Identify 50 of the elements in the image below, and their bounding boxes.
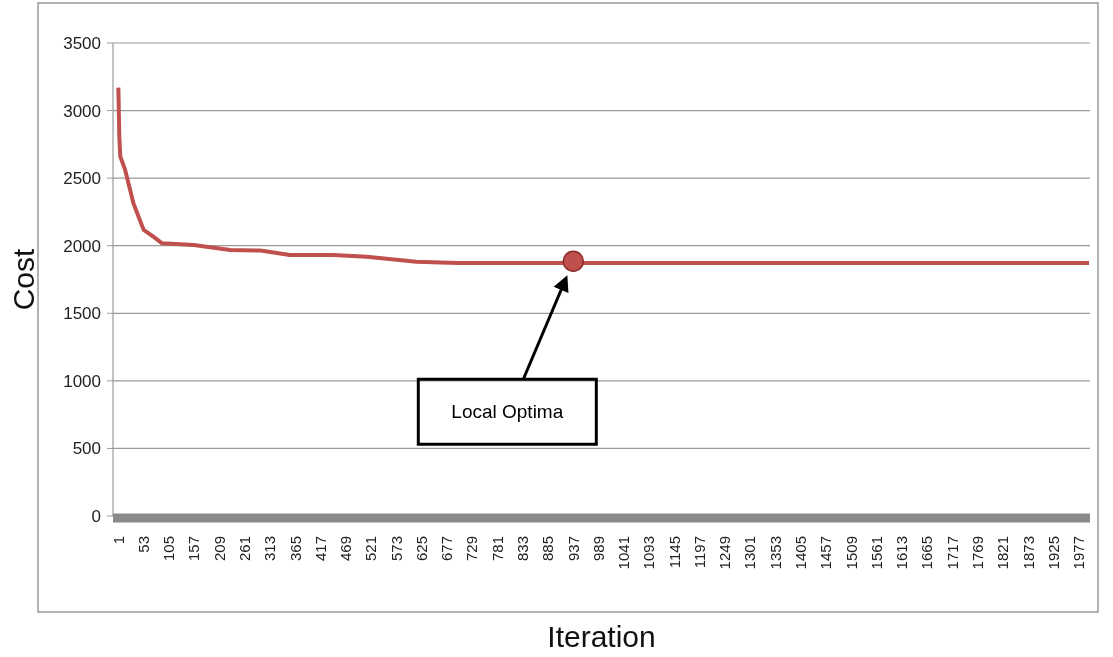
x-tick-label: 1457 <box>817 536 835 570</box>
x-tick-label: 937 <box>564 536 582 562</box>
x-tick-label: 1301 <box>741 536 759 570</box>
x-tick-label: 1249 <box>716 536 734 570</box>
x-tick-label: 469 <box>337 536 355 562</box>
y-tick-label: 1500 <box>63 304 101 324</box>
x-tick-label: 417 <box>311 536 329 562</box>
x-tick-label: 989 <box>589 536 607 562</box>
y-tick-label: 2000 <box>63 236 101 256</box>
x-tick-label: 365 <box>286 536 304 562</box>
x-tick-label: 1093 <box>640 536 658 570</box>
x-tick-label: 1353 <box>766 536 784 570</box>
x-tick-label: 729 <box>463 536 481 562</box>
x-tick-label: 1977 <box>1070 536 1088 570</box>
x-tick-label: 1665 <box>918 536 936 570</box>
y-axis-title: Cost <box>7 247 40 311</box>
x-tick-label: 781 <box>488 536 506 562</box>
x-tick-label: 1873 <box>1019 536 1037 570</box>
y-tick-label: 0 <box>91 506 101 526</box>
x-tick-label: 521 <box>362 536 380 562</box>
x-tick-label: 1717 <box>943 536 961 570</box>
x-tick-label: 209 <box>210 536 228 562</box>
x-tick-label: 105 <box>160 536 178 562</box>
x-tick-label: 157 <box>185 536 203 562</box>
x-tick-label: 1145 <box>665 536 683 569</box>
x-tick-label: 573 <box>387 536 405 562</box>
x-tick-label: 1925 <box>1044 536 1062 570</box>
x-tick-label: 1769 <box>968 536 986 570</box>
x-axis-title: Iteration <box>547 620 656 653</box>
x-tick-label: 1405 <box>792 536 810 570</box>
x-tick-label: 53 <box>134 536 152 553</box>
x-tick-label: 1 <box>109 536 127 545</box>
x-tick-label: 1197 <box>690 536 708 569</box>
x-tick-label: 885 <box>539 536 557 562</box>
x-tick-label: 1821 <box>994 536 1012 570</box>
x-tick-label: 833 <box>514 536 532 562</box>
x-tick-label: 1561 <box>867 536 885 570</box>
x-tick-label: 261 <box>235 536 253 562</box>
y-tick-label: 500 <box>72 439 101 459</box>
annotation: Local Optima <box>451 401 564 423</box>
y-tick-label: 3500 <box>63 33 101 53</box>
x-tick-label: 677 <box>438 536 456 562</box>
y-tick-label: 3000 <box>63 101 101 121</box>
y-tick-label: 1000 <box>63 371 101 391</box>
x-tick-label: 1041 <box>615 536 633 570</box>
x-tick-label: 313 <box>261 536 279 562</box>
x-tick-label: 1613 <box>893 536 911 570</box>
x-tick-label: 1509 <box>842 536 860 570</box>
y-tick-label: 2500 <box>63 169 101 189</box>
x-tick-label: 625 <box>412 536 430 562</box>
